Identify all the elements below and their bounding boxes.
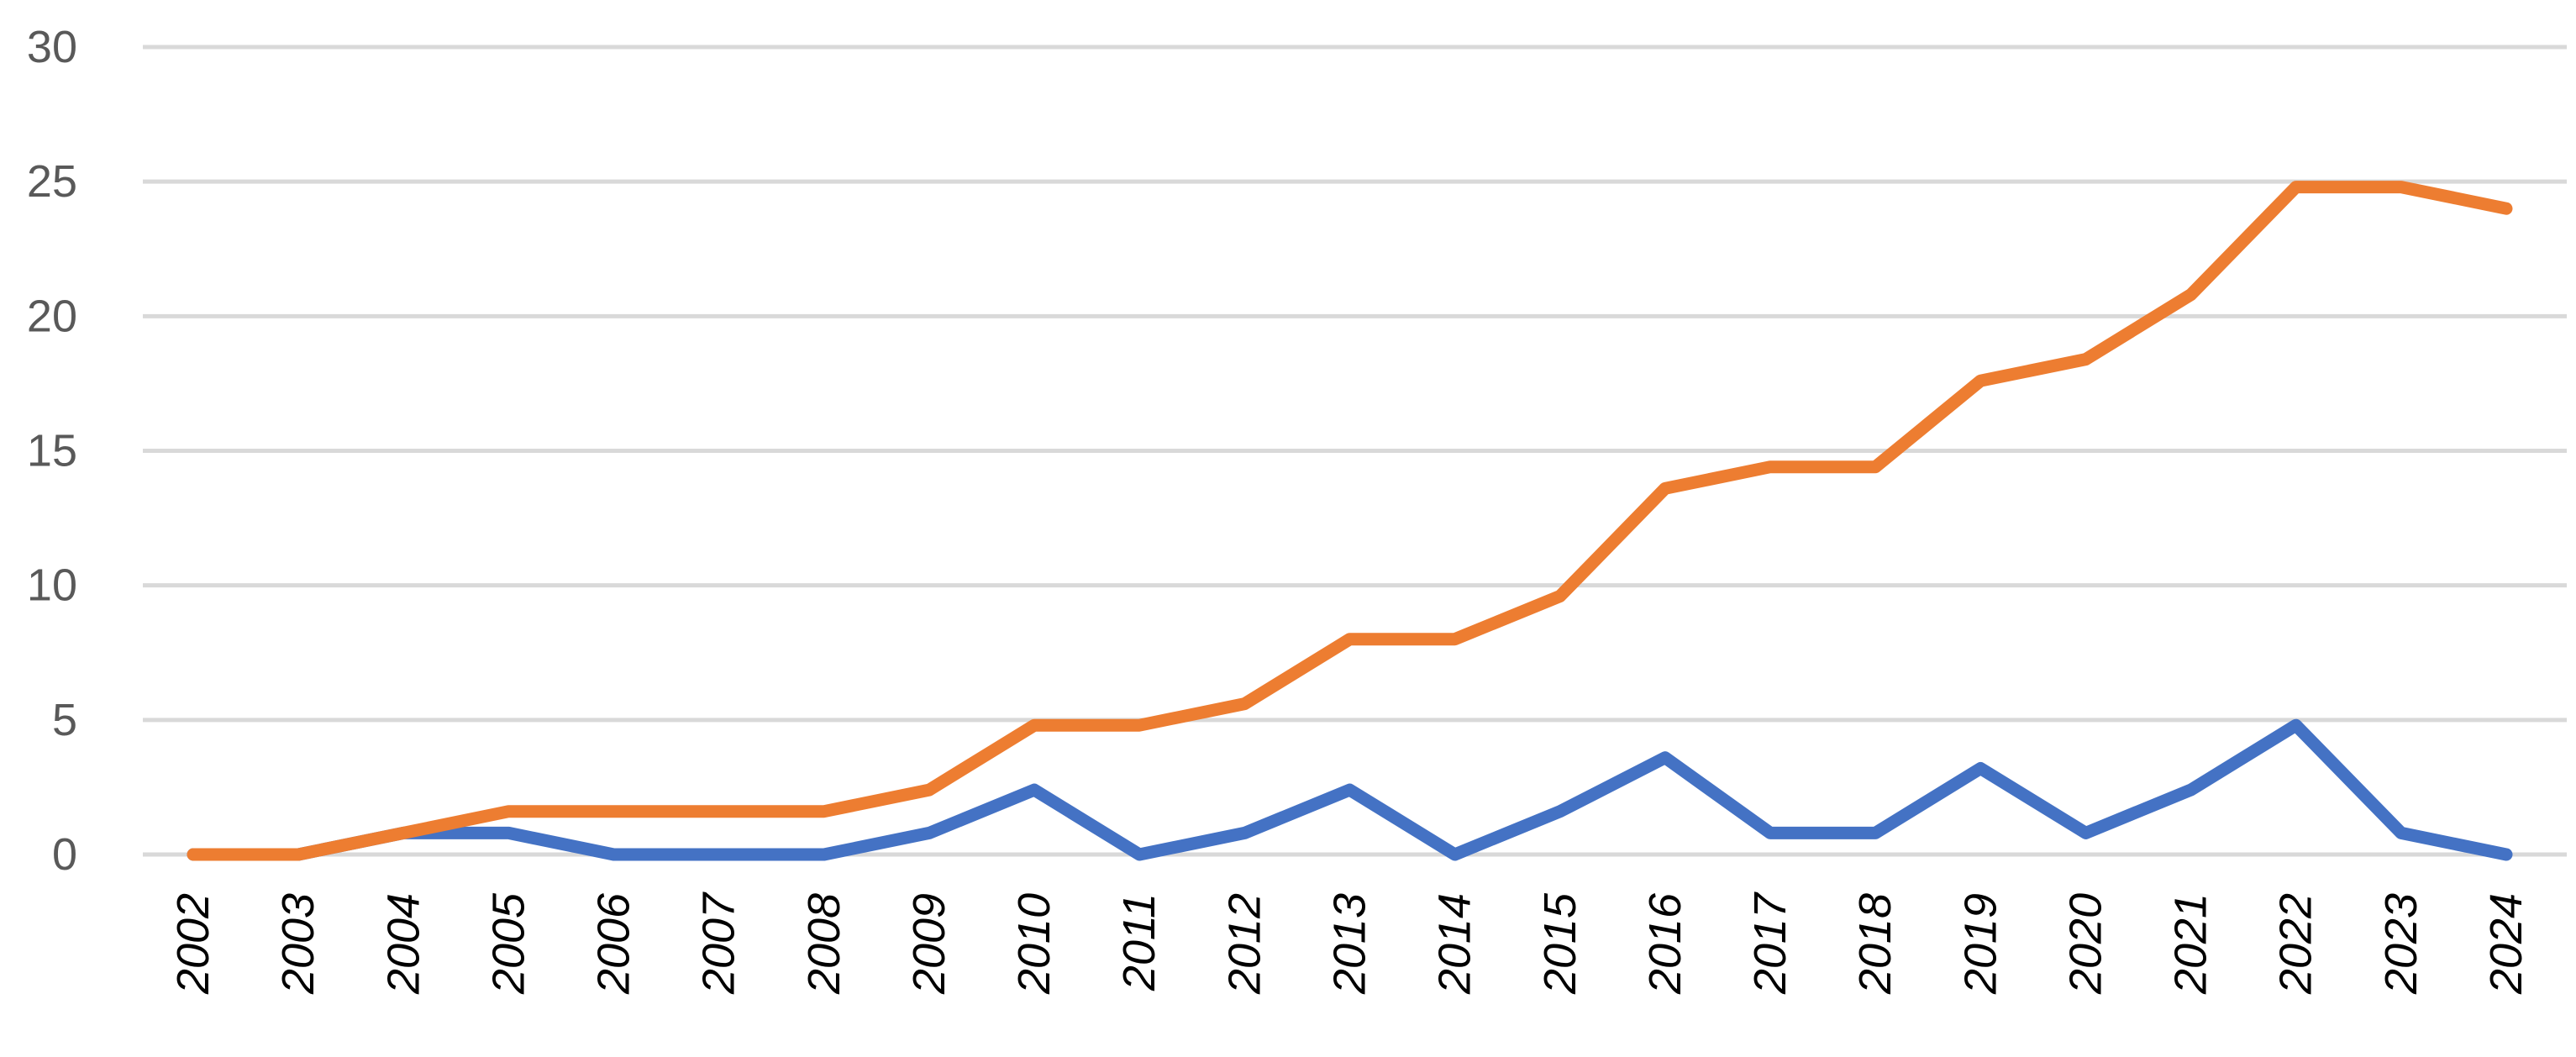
x-tick-label: 2009: [904, 893, 954, 995]
x-tick-label: 2020: [2060, 893, 2111, 995]
x-tick-label: 2011: [1114, 893, 1164, 991]
x-tick-label: 2014: [1430, 893, 1480, 995]
x-tick-label: 2022: [2271, 893, 2321, 995]
y-tick-label: 30: [27, 22, 77, 72]
y-tick-label: 10: [27, 560, 77, 611]
x-tick-label: 2006: [589, 892, 639, 995]
series-line-1: [187, 718, 2513, 861]
x-tick-label: 2024: [2481, 893, 2531, 995]
y-tick-label: 25: [27, 156, 77, 207]
x-tick-label: 2005: [483, 892, 534, 995]
gridlines: [143, 45, 2567, 857]
x-tick-label: 2008: [799, 893, 849, 995]
x-tick-label: 2015: [1535, 892, 1585, 995]
x-tick-label: 2004: [378, 893, 428, 995]
x-tick-label: 2016: [1640, 892, 1690, 995]
y-tick-label: 20: [27, 291, 77, 341]
y-axis-tick-labels: 0 5 10 15 20 25 30: [27, 22, 77, 880]
y-tick-label: 15: [27, 426, 77, 476]
x-tick-label: 2023: [2376, 893, 2426, 995]
x-tick-label: 2013: [1325, 893, 1375, 995]
x-tick-label: 2010: [1009, 893, 1059, 995]
y-tick-label: 5: [52, 695, 77, 745]
x-axis-tick-labels: 2002 2003 2004 2005 2006 2007 2008 2009 2010 2011…: [168, 891, 2531, 995]
x-tick-label: 2003: [273, 893, 323, 995]
x-tick-label: 2007: [694, 891, 744, 995]
series-line-2: [187, 181, 2513, 861]
x-tick-label: 2018: [1850, 893, 1900, 995]
x-tick-label: 2017: [1745, 891, 1795, 995]
series-lines: [187, 181, 2513, 861]
x-tick-label: 2002: [168, 893, 218, 995]
x-tick-label: 2012: [1219, 893, 1270, 995]
x-tick-label: 2021: [2166, 893, 2216, 995]
x-tick-label: 2019: [1955, 893, 2006, 995]
y-tick-label: 0: [52, 829, 77, 880]
